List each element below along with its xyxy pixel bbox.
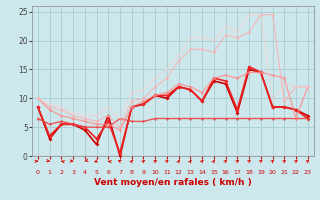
X-axis label: Vent moyen/en rafales ( km/h ): Vent moyen/en rafales ( km/h ) bbox=[94, 178, 252, 187]
